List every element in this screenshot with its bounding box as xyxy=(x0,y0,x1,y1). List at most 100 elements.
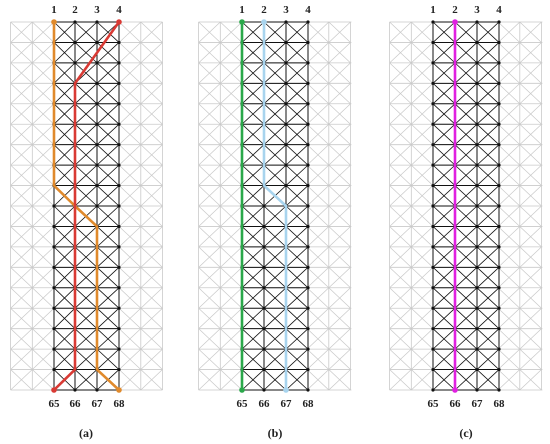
faded-diagonal xyxy=(497,144,521,166)
faded-diagonal xyxy=(519,267,542,289)
faded-diagonal xyxy=(389,42,412,64)
grid-node xyxy=(117,81,121,85)
grid-diagonal xyxy=(74,246,98,268)
faded-diagonal xyxy=(118,348,142,370)
grid-diagonal xyxy=(285,287,309,309)
faded-diagonal xyxy=(306,62,330,84)
grid-diagonal xyxy=(432,348,456,370)
faded-diagonal xyxy=(118,307,142,329)
faded-diagonal xyxy=(497,246,521,268)
faded-diagonal xyxy=(389,348,412,370)
grid-diagonal xyxy=(74,144,98,166)
faded-diagonal xyxy=(198,164,221,186)
faded-diagonal xyxy=(118,205,142,227)
faded-diagonal xyxy=(328,328,351,350)
path-endpoint xyxy=(51,19,57,25)
grid-node xyxy=(95,388,99,392)
faded-diagonal xyxy=(306,21,330,43)
faded-diagonal xyxy=(198,42,221,64)
grid-node xyxy=(497,102,501,106)
grid-diagonal xyxy=(74,185,98,207)
grid-diagonal xyxy=(476,164,500,186)
panel-a: 1 2 3 4 65 66 67 68 (a) xyxy=(10,4,163,440)
faded-diagonal xyxy=(519,307,542,329)
grid-diagonal xyxy=(476,42,500,64)
faded-diagonal xyxy=(306,185,330,207)
faded-diagonal xyxy=(32,164,55,186)
main-grid xyxy=(431,20,501,392)
grid-diagonal xyxy=(96,226,120,248)
faded-diagonal xyxy=(220,226,243,248)
faded-diagonal xyxy=(140,205,163,227)
grid-node xyxy=(497,367,501,372)
faded-diagonal xyxy=(118,42,142,64)
grid-diagonal xyxy=(96,83,120,105)
faded-diagonal xyxy=(306,226,330,248)
grid-diagonal xyxy=(53,246,76,268)
faded-diagonal xyxy=(411,123,434,145)
top-column-label: 1 xyxy=(239,4,245,16)
top-column-label: 2 xyxy=(452,4,458,16)
grid-diagonal xyxy=(432,307,456,329)
faded-diagonal xyxy=(10,205,33,227)
grid-node xyxy=(475,245,479,249)
faded-diagonal xyxy=(32,62,55,84)
grid-diagonal xyxy=(454,267,478,289)
grid-node xyxy=(52,224,56,229)
grid-node xyxy=(52,367,56,372)
grid-diagonal xyxy=(432,42,456,64)
faded-diagonal xyxy=(10,144,33,166)
grid-diagonal xyxy=(285,144,309,166)
faded-diagonal xyxy=(306,246,330,268)
grid-node xyxy=(431,20,435,24)
grid-node xyxy=(497,143,501,147)
faded-diagonal xyxy=(220,83,243,105)
grid-node xyxy=(475,40,479,45)
faded-diagonal xyxy=(198,328,221,350)
faded-diagonal xyxy=(519,144,542,166)
grid-diagonal xyxy=(96,185,120,207)
faded-diagonal xyxy=(10,164,33,186)
grid-node xyxy=(497,265,501,269)
grid-diagonal xyxy=(53,328,76,350)
bottom-column-label: 66 xyxy=(259,398,271,410)
faded-diagonal xyxy=(140,21,163,43)
grid-node xyxy=(262,367,266,372)
grid-diagonal xyxy=(263,164,287,186)
grid-diagonal xyxy=(285,328,309,350)
grid-diagonal xyxy=(454,164,478,186)
grid-node xyxy=(262,265,266,269)
grid-diagonal xyxy=(285,42,309,64)
grid-node xyxy=(117,183,121,188)
grid-diagonal xyxy=(432,83,456,105)
grid-node xyxy=(306,306,310,310)
grid-diagonal xyxy=(74,83,98,105)
faded-diagonal xyxy=(389,185,412,207)
grid-node xyxy=(497,224,501,229)
grid-node xyxy=(475,265,479,269)
grid-diagonal xyxy=(241,328,265,350)
grid-diagonal xyxy=(285,185,309,207)
grid-diagonal xyxy=(53,226,76,248)
faded-diagonal xyxy=(118,103,142,125)
grid-node xyxy=(95,183,99,188)
grid-node xyxy=(497,327,501,331)
faded-diagonal xyxy=(118,328,142,350)
bottom-column-label: 65 xyxy=(237,398,249,410)
grid-node xyxy=(431,367,435,372)
grid-diagonal xyxy=(96,348,120,370)
grid-node xyxy=(117,102,121,106)
faded-diagonal xyxy=(198,348,221,370)
grid-node xyxy=(52,327,56,331)
grid-diagonal xyxy=(96,287,120,309)
faded-diagonal xyxy=(328,307,351,329)
grid-node xyxy=(95,163,99,167)
grid-diagonal xyxy=(241,103,265,125)
grid-node xyxy=(284,122,288,126)
grid-node xyxy=(284,61,288,65)
faded-diagonal xyxy=(32,246,55,268)
faded-diagonal xyxy=(220,307,243,329)
grid-diagonal xyxy=(263,369,287,391)
grid-diagonal xyxy=(263,62,287,84)
grid-node xyxy=(497,245,501,249)
